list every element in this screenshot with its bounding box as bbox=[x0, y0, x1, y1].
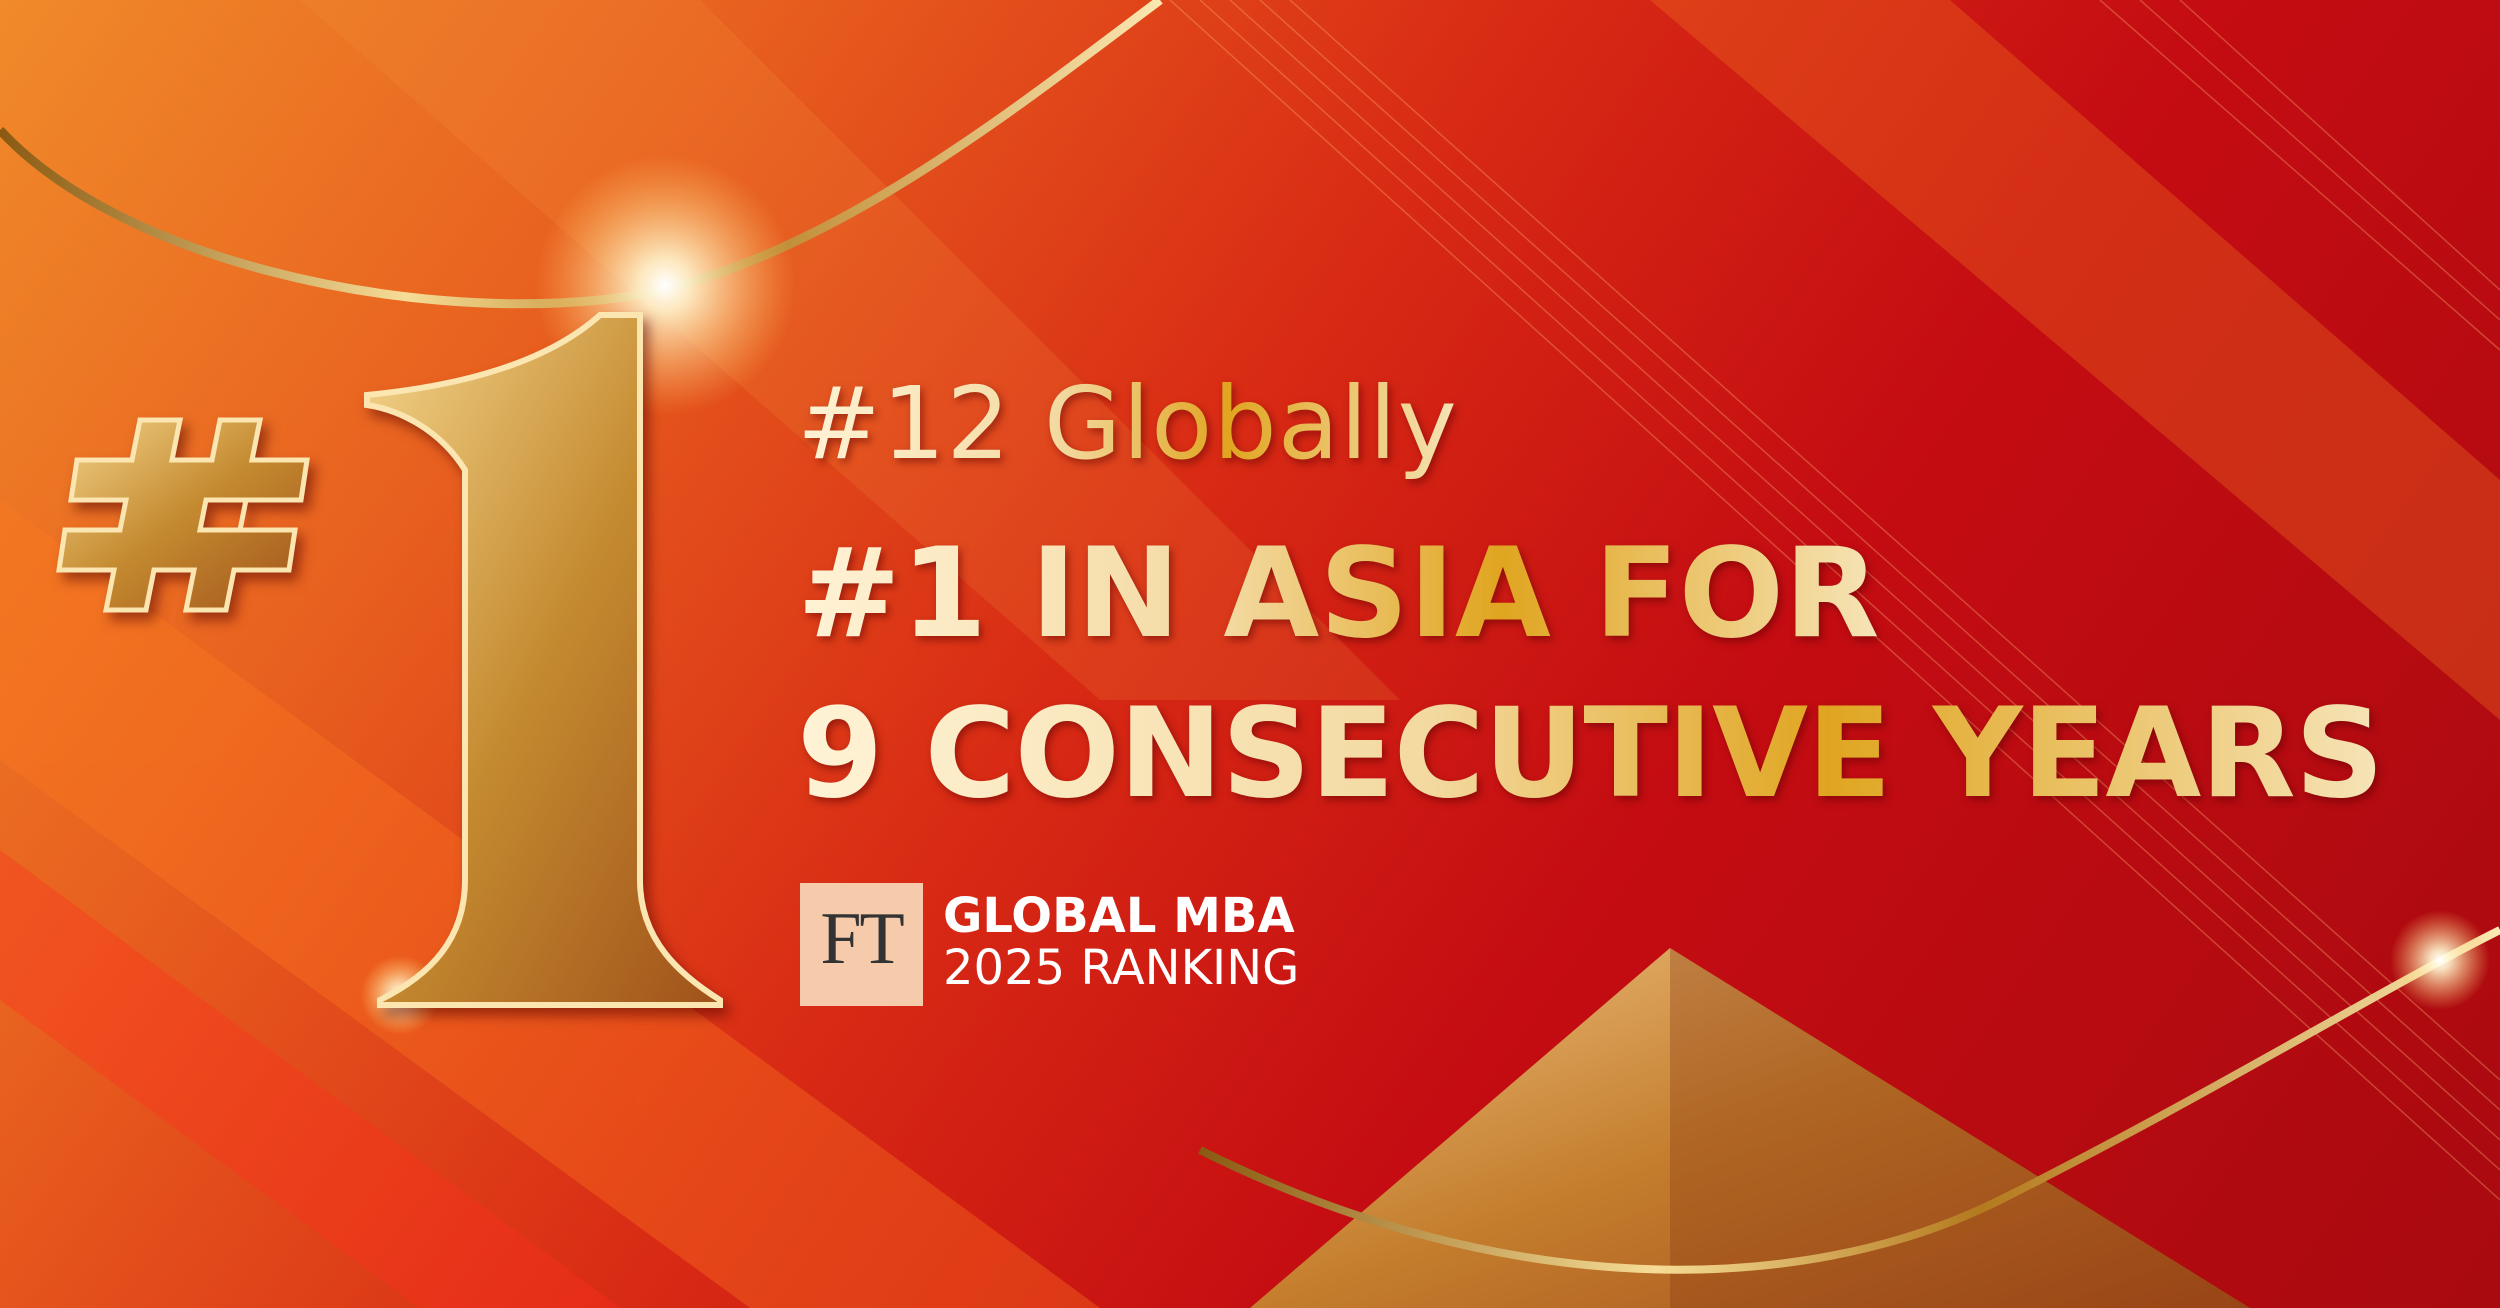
gold-pyramid bbox=[1250, 948, 2250, 1308]
big-number-one-graphic bbox=[56, 312, 723, 1008]
ft-logo-text: FT bbox=[820, 898, 904, 980]
ranking-title: GLOBAL MBA bbox=[943, 888, 1295, 944]
ranking-subtitle: 2025 RANKING bbox=[943, 940, 1300, 996]
ft-logo: FT bbox=[800, 883, 923, 1006]
gold-ribbon-bottom bbox=[1198, 926, 2500, 1274]
headline-line-1: #1 IN ASIA FOR bbox=[797, 522, 1880, 666]
headline-line-2: 9 CONSECUTIVE YEARS bbox=[797, 682, 2384, 826]
global-rank-text: #12 Globally bbox=[797, 365, 1458, 482]
fine-lines bbox=[1169, 0, 2500, 1201]
